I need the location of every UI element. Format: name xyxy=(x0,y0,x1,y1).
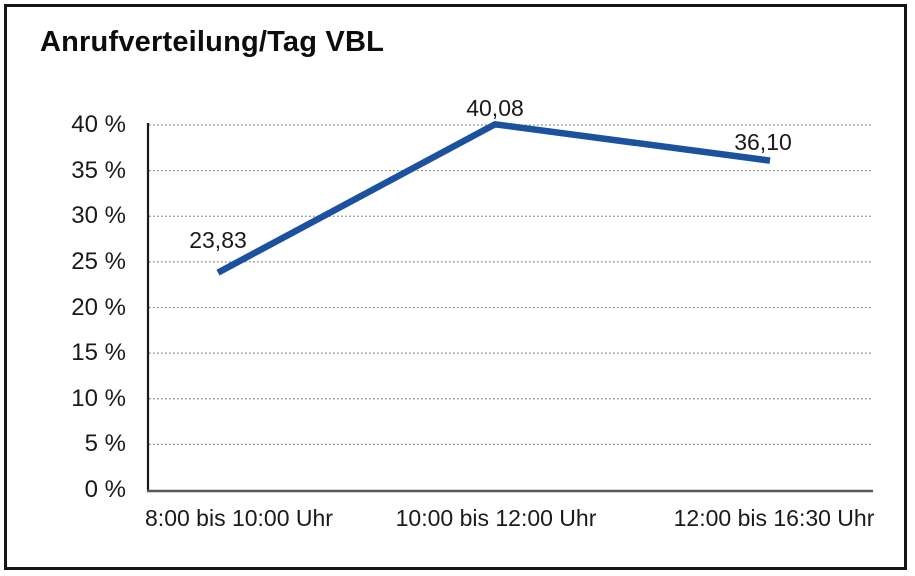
y-axis-tick-label: 10 % xyxy=(71,384,126,412)
y-axis-tick-label: 15 % xyxy=(71,339,126,367)
data-point-label: 36,10 xyxy=(734,128,792,155)
x-axis-category-label: 10:00 bis 12:00 Uhr xyxy=(395,505,597,531)
data-point-label: 23,83 xyxy=(189,226,247,253)
data-point-label: 40,08 xyxy=(466,95,524,122)
y-axis-tick-label: 30 % xyxy=(71,202,126,230)
y-axis-tick-label: 25 % xyxy=(71,247,126,275)
chart-title: Anrufverteilung/Tag VBL xyxy=(40,26,385,58)
y-axis-tick-label: 0 % xyxy=(84,476,126,503)
chart-frame-border xyxy=(4,4,907,570)
y-axis-tick-label: 40 % xyxy=(71,111,126,138)
y-axis-tick-label: 35 % xyxy=(71,156,126,184)
x-axis-category-label: 8:00 bis 10:00 Uhr xyxy=(145,505,333,531)
y-axis-tick-label: 5 % xyxy=(84,430,126,458)
y-axis-tick-label: 20 % xyxy=(71,293,126,321)
x-axis-category-label: 12:00 bis 16:30 Uhr xyxy=(673,505,875,531)
